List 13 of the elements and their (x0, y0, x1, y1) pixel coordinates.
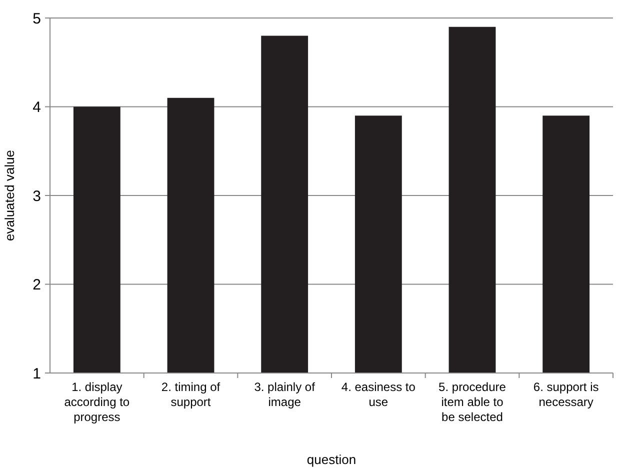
x-tick-label: 2. timing of support (161, 380, 221, 409)
x-tick-label: 4. easiness to use (341, 380, 416, 409)
x-tick-label: 3. plainly of image (254, 380, 316, 409)
x-tick-label: 1. display according to progress (64, 380, 130, 424)
y-tick-label: 4 (32, 99, 41, 116)
x-tick-label: 5. procedure item able to be selected (438, 380, 506, 424)
x-tick-label: 6. support is necessary (533, 380, 599, 409)
x-axis-title: question (306, 452, 356, 467)
y-tick-label: 2 (32, 276, 41, 294)
y-tick-label: 1 (32, 365, 41, 382)
y-axis-title: evaluated value (2, 150, 17, 242)
y-tick-label: 5 (32, 10, 41, 28)
y-tick-label: 3 (32, 188, 41, 205)
